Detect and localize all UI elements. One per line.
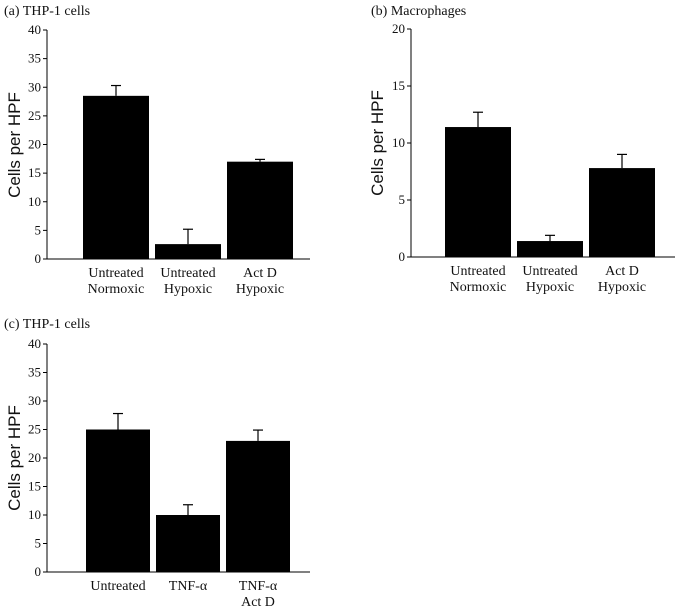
panel-a-bar — [83, 95, 149, 260]
panel-b-category-label: Hypoxic — [526, 280, 574, 295]
panel-c-y-tick-label: 0 — [35, 564, 42, 579]
panel-c-y-tick-label: 5 — [35, 536, 42, 551]
panel-c-y-tick-label: 35 — [28, 365, 41, 380]
panel-b-bar — [589, 168, 655, 257]
panel-a-y-tick-label: 10 — [28, 194, 41, 209]
panel-a-y-tick-label: 5 — [35, 222, 42, 237]
panel-a-bar — [155, 244, 221, 259]
panel-a-bar — [227, 161, 293, 259]
panel-c-y-tick-label: 15 — [28, 479, 41, 494]
panel-c-category-label: TNF-α — [169, 579, 208, 594]
panel-c-y-tick-label: 25 — [28, 422, 41, 437]
panel-a-category-label: Normoxic — [88, 282, 145, 297]
panel-b-y-tick-label: 5 — [399, 192, 406, 207]
panel-b-category-label: Act D — [605, 264, 639, 279]
panel-a-y-tick-label: 25 — [28, 108, 41, 123]
panel-b-bar — [517, 241, 583, 257]
panel-c-y-tick-label: 30 — [28, 393, 41, 408]
panel-c-y-tick-label: 40 — [28, 336, 41, 351]
panel-b-y-tick-label: 10 — [392, 135, 405, 150]
panel-a-y-tick-label: 30 — [28, 79, 41, 94]
panel-b-category-label: Hypoxic — [598, 280, 646, 295]
panel-c-chart: (c) THP-1 cells 0 5 10 15 20 25 30 35 40 Cells pe… — [4, 317, 310, 610]
panel-a-y-axis-label: Cells per HPF — [5, 92, 24, 198]
panel-c-y-axis-label: Cells per HPF — [5, 405, 24, 511]
panel-a-category-label: Act D — [243, 266, 277, 281]
panel-c-bar — [86, 429, 150, 572]
panel-c-category-label: Act D — [241, 595, 275, 610]
panel-b-y-tick-label: 15 — [392, 78, 405, 93]
panel-b-bar — [445, 127, 511, 257]
panel-a-chart: (a) THP-1 cells 0 5 10 15 20 25 30 35 40 Cells pe… — [4, 4, 310, 297]
panel-b-chart: (b) Macrophages 0 5 10 15 20 Cells per HPF Unt… — [368, 4, 675, 295]
panel-a-category-label: Hypoxic — [164, 282, 212, 297]
panel-c-bar — [226, 440, 290, 572]
panel-b-category-label: Untreated — [450, 264, 505, 279]
panel-c-y-tick-label: 10 — [28, 507, 41, 522]
panel-a-y-tick-label: 15 — [28, 165, 41, 180]
panel-a-title: (a) THP-1 cells — [4, 4, 90, 19]
panel-b-category-label: Normoxic — [450, 280, 507, 295]
panel-a-category-label: Hypoxic — [236, 282, 284, 297]
panel-c-category-label: TNF-α — [239, 579, 278, 594]
panel-a-y-tick-label: 0 — [35, 251, 42, 266]
panel-c-title: (c) THP-1 cells — [4, 317, 90, 332]
panel-c-category-label: Untreated — [90, 579, 145, 594]
panel-a-y-tick-label: 20 — [28, 137, 41, 152]
panel-a-category-label: Untreated — [88, 266, 143, 281]
panel-b-y-axis-label: Cells per HPF — [368, 90, 387, 196]
panel-b-category-label: Untreated — [522, 264, 577, 279]
panel-a-category-label: Untreated — [160, 266, 215, 281]
panel-a-y-tick-label: 40 — [28, 22, 41, 37]
panel-b-y-tick-label: 0 — [399, 249, 406, 264]
panel-b-title: (b) Macrophages — [371, 4, 466, 19]
panel-c-bar — [156, 515, 220, 572]
panel-c-y-tick-label: 20 — [28, 450, 41, 465]
panel-b-y-tick-label: 20 — [392, 21, 405, 36]
panel-a-y-tick-label: 35 — [28, 51, 41, 66]
